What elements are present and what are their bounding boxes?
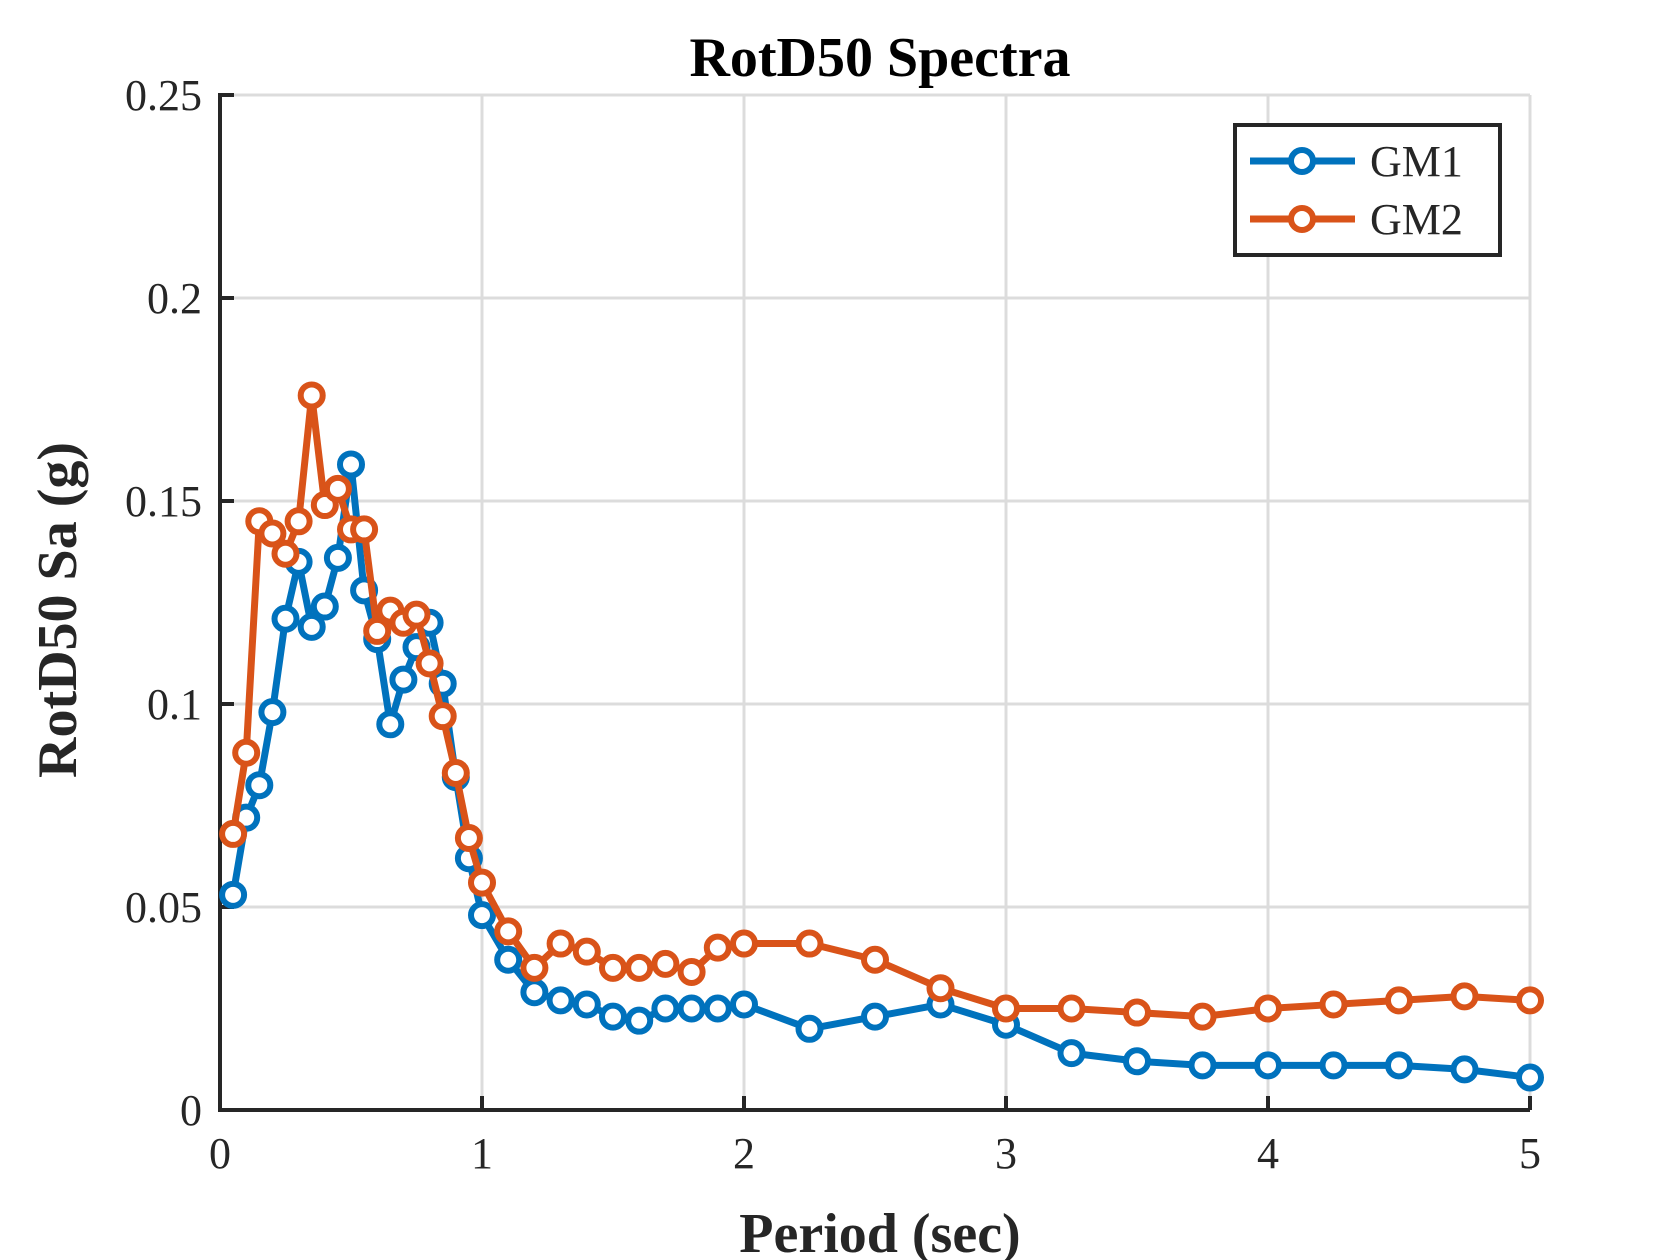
- data-point: [1319, 1051, 1348, 1080]
- data-point: [1516, 986, 1544, 1015]
- data-point: [323, 474, 352, 503]
- x-tick-labels: 0 1 2 3 4 5: [209, 1129, 1541, 1178]
- data-point: [376, 710, 405, 739]
- data-point: [730, 929, 758, 958]
- legend-label: GM2: [1370, 195, 1463, 244]
- data-point: [651, 949, 680, 978]
- series-gm2: [219, 381, 1544, 1031]
- data-point: [271, 539, 300, 568]
- data-point: [625, 953, 654, 982]
- x-axis-label: Period (sec): [739, 1203, 1020, 1260]
- data-point: [795, 929, 824, 958]
- data-point: [795, 1014, 824, 1043]
- data-point: [730, 990, 758, 1019]
- data-point: [651, 994, 680, 1023]
- data-point: [625, 1006, 654, 1035]
- legend-label: GM1: [1370, 137, 1463, 186]
- y-tick-label: 0.25: [125, 71, 202, 120]
- data-point: [219, 819, 248, 848]
- legend-entry-gm1: GM1: [1250, 137, 1463, 186]
- data-point: [677, 994, 706, 1023]
- data-point: [1385, 986, 1413, 1015]
- data-point: [494, 945, 523, 974]
- data-point: [546, 986, 575, 1015]
- data-point: [310, 592, 339, 621]
- data-point: [1254, 1051, 1282, 1080]
- data-point: [926, 974, 955, 1003]
- data-point: [219, 880, 248, 909]
- y-tick-label: 0.05: [125, 883, 202, 932]
- x-tick-label: 1: [471, 1129, 493, 1178]
- data-point: [599, 953, 627, 982]
- data-point: [599, 1002, 627, 1031]
- data-point: [1057, 994, 1086, 1023]
- data-point: [572, 937, 601, 966]
- y-axis-label: RotD50 Sa (g): [27, 442, 89, 778]
- legend-swatch-marker: [1288, 147, 1316, 175]
- data-point: [468, 901, 496, 930]
- data-point: [1385, 1051, 1413, 1080]
- y-tick-label: 0.2: [147, 274, 202, 323]
- x-tick-label: 4: [1257, 1129, 1279, 1178]
- data-point: [271, 604, 300, 633]
- data-point: [363, 616, 392, 645]
- data-point: [441, 759, 470, 788]
- data-point: [258, 519, 287, 548]
- data-point: [703, 994, 732, 1023]
- data-point: [1516, 1063, 1544, 1092]
- data-point: [1254, 994, 1282, 1023]
- data-point: [468, 868, 496, 897]
- legend-box: [1233, 123, 1502, 257]
- series-gm1: [219, 450, 1544, 1092]
- data-point: [494, 917, 523, 946]
- data-point: [703, 933, 732, 962]
- data-point: [323, 543, 352, 572]
- data-point: [1188, 1051, 1217, 1080]
- data-point: [1188, 1002, 1217, 1031]
- data-point: [297, 612, 326, 641]
- data-point: [350, 515, 379, 544]
- data-point: [520, 978, 549, 1007]
- data-point: [861, 945, 889, 974]
- x-tick-label: 3: [995, 1129, 1017, 1178]
- data-point: [297, 381, 326, 410]
- data-point: [454, 823, 483, 852]
- y-tick-label: 0.15: [125, 477, 202, 526]
- y-tick-label: 0.1: [147, 680, 202, 729]
- data-point: [337, 450, 365, 479]
- data-point: [1319, 990, 1348, 1019]
- chart-title: RotD50 Spectra: [689, 27, 1070, 89]
- data-point: [402, 600, 431, 629]
- x-tick-label: 0: [209, 1129, 231, 1178]
- data-point: [992, 994, 1020, 1023]
- data-point: [572, 990, 601, 1019]
- data-point: [1057, 1039, 1086, 1068]
- x-tick-label: 5: [1519, 1129, 1541, 1178]
- data-point: [258, 698, 287, 727]
- x-tick-label: 2: [733, 1129, 755, 1178]
- data-point: [428, 702, 457, 731]
- data-point: [546, 929, 575, 958]
- data-point: [1450, 1055, 1479, 1084]
- legend-swatch-marker: [1288, 205, 1316, 233]
- data-series: [219, 381, 1544, 1092]
- data-point: [284, 507, 313, 536]
- data-point: [861, 1002, 889, 1031]
- data-point: [1123, 998, 1151, 1027]
- y-tick-label: 0: [180, 1086, 202, 1135]
- data-point: [520, 953, 549, 982]
- legend-entry-gm2: GM2: [1250, 195, 1463, 244]
- data-point: [415, 649, 444, 678]
- data-point: [245, 771, 274, 800]
- y-tick-labels: 0 0.05 0.1 0.15 0.2 0.25: [125, 71, 202, 1135]
- data-point: [1123, 1047, 1151, 1076]
- data-point: [1450, 982, 1479, 1011]
- data-point: [389, 665, 418, 694]
- data-point: [232, 738, 261, 767]
- data-point: [677, 957, 706, 986]
